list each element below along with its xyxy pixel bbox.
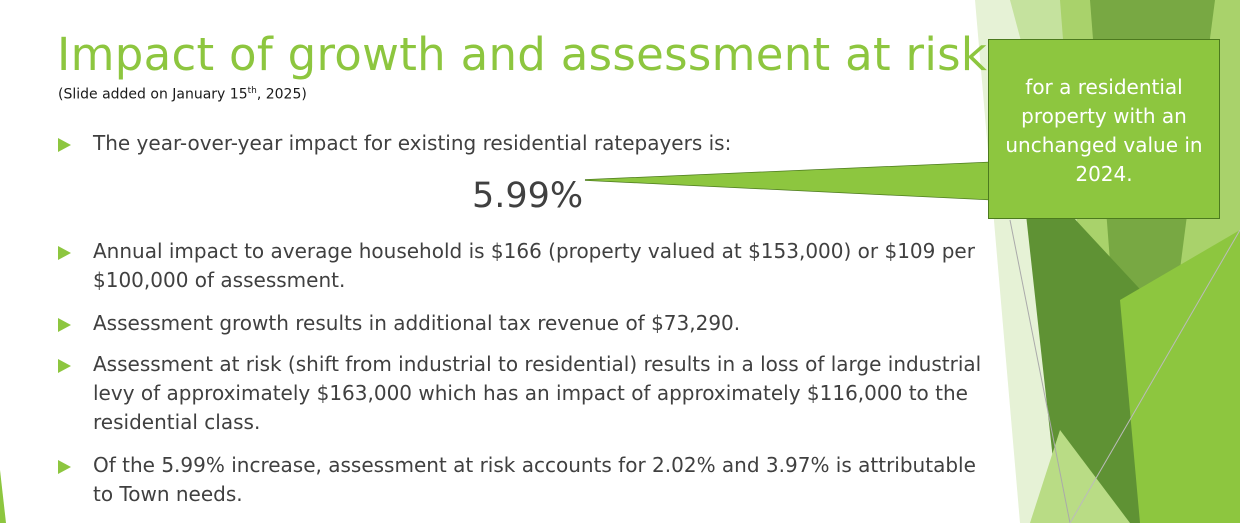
slide-subtitle: (Slide added on January 15th, 2025) [58, 86, 307, 103]
bullet-arrow-icon [58, 318, 71, 332]
bullet-item: Assessment growth results in additional … [58, 309, 998, 338]
callout-box: for a residential property with an uncha… [988, 39, 1220, 219]
bullet-item: Assessment at risk (shift from industria… [58, 350, 998, 437]
bullet-text: Assessment growth results in additional … [93, 311, 741, 335]
highlight-percentage: 5.99% [472, 176, 584, 216]
subtitle-prefix: (Slide added on January 15 [58, 86, 248, 103]
bullet-item: The year-over-year impact for existing r… [58, 129, 998, 158]
bullet-arrow-icon [58, 359, 71, 373]
subtitle-superscript: th [247, 86, 257, 96]
bullet-arrow-icon [58, 138, 71, 152]
subtitle-suffix: , 2025) [256, 86, 307, 103]
bullet-arrow-icon [58, 460, 71, 474]
callout-text: for a residential property with an uncha… [1005, 75, 1203, 186]
bullet-text: Assessment at risk (shift from industria… [93, 352, 982, 434]
bullet-arrow-icon [58, 246, 71, 260]
bullet-item: Annual impact to average household is $1… [58, 237, 998, 295]
bullet-item: Of the 5.99% increase, assessment at ris… [58, 451, 998, 509]
bullet-text: Annual impact to average household is $1… [93, 239, 975, 292]
bullet-text: Of the 5.99% increase, assessment at ris… [93, 453, 976, 506]
bullet-text: The year-over-year impact for existing r… [93, 131, 732, 155]
slide-title: Impact of growth and assessment at risk [57, 28, 988, 81]
